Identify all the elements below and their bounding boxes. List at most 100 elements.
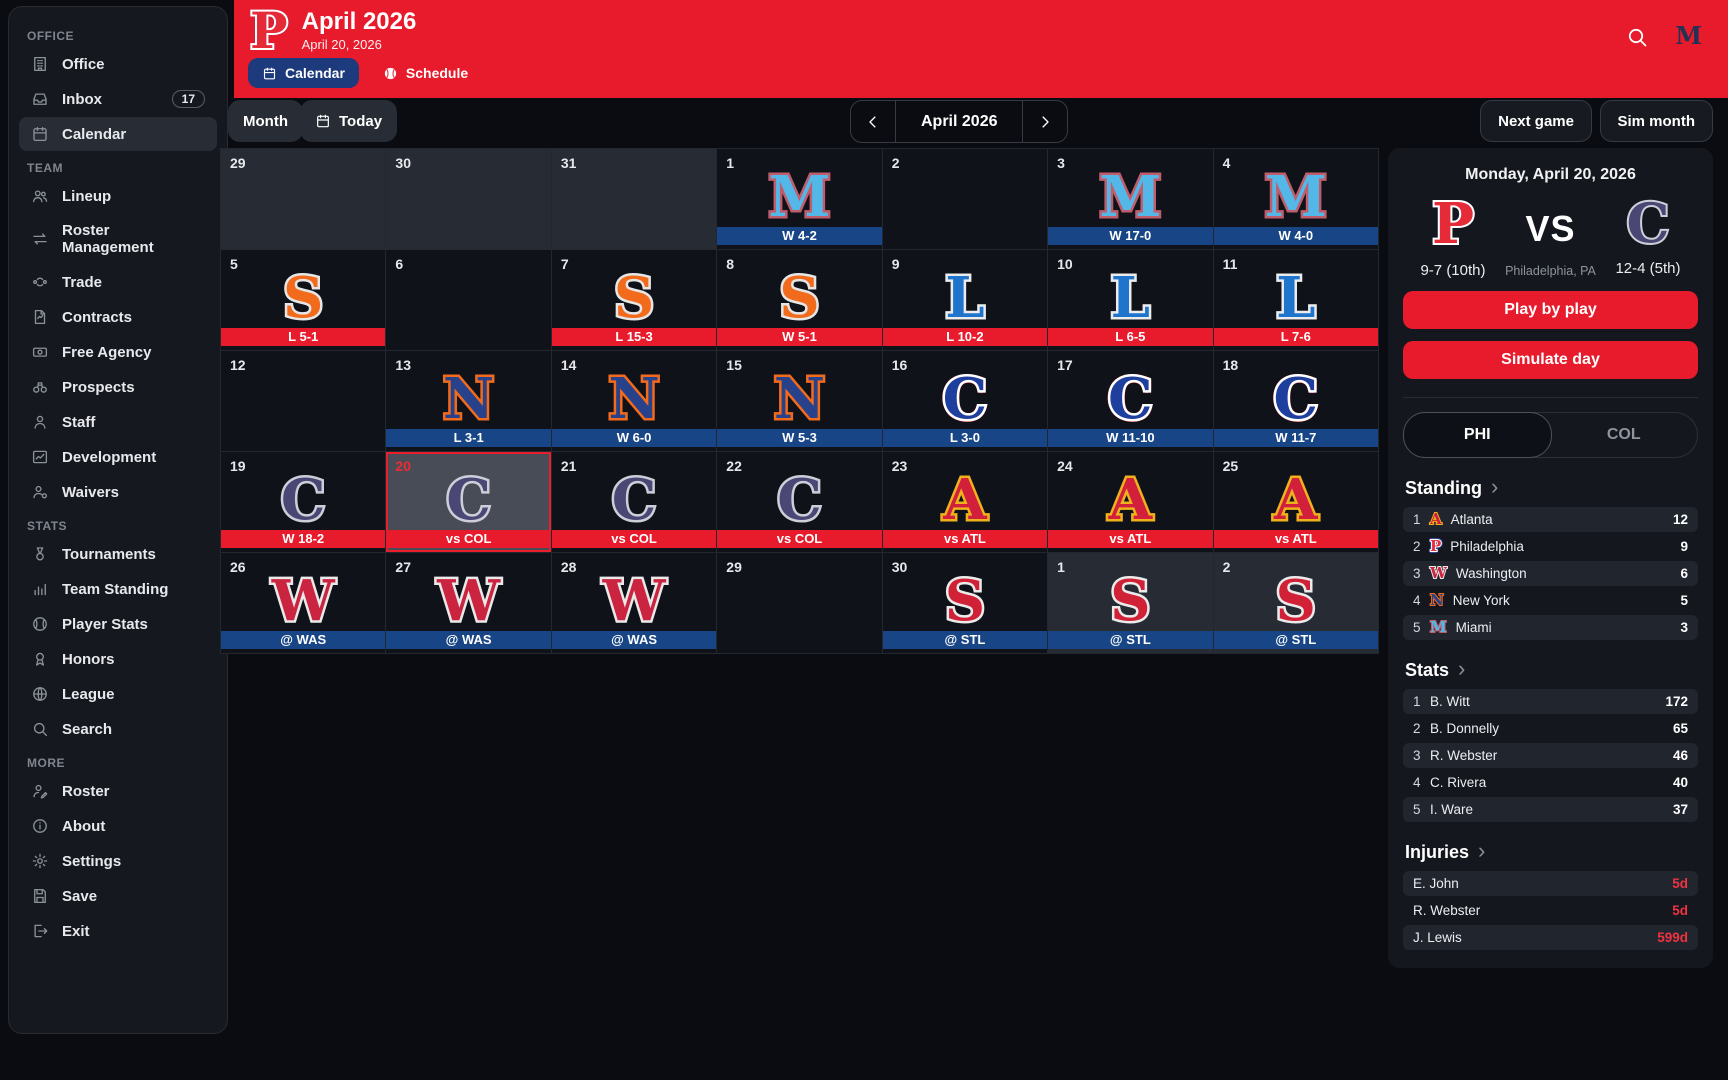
- stats-row[interactable]: 2 B. Donnelly 65: [1403, 716, 1698, 741]
- sidebar-item-settings[interactable]: Settings: [19, 844, 217, 878]
- calendar-day-17[interactable]: 17 C C W 11-10: [1048, 351, 1214, 452]
- sidebar-item-calendar[interactable]: Calendar: [19, 117, 217, 151]
- prev-month-button[interactable]: [851, 101, 896, 142]
- stats-row[interactable]: 3 R. Webster 46: [1403, 743, 1698, 768]
- today-button[interactable]: Today: [300, 100, 398, 142]
- injury-row[interactable]: R. Webster 5d: [1403, 898, 1698, 923]
- next-game-button[interactable]: Next game: [1480, 100, 1592, 142]
- sidebar-item-waivers[interactable]: Waivers: [19, 475, 217, 509]
- standing-row[interactable]: 4 N N New York 5: [1403, 588, 1698, 613]
- sidebar-item-contracts[interactable]: Contracts: [19, 300, 217, 334]
- injury-row[interactable]: J. Lewis 599d: [1403, 925, 1698, 950]
- sidebar-item-roster-management[interactable]: Roster Management: [19, 214, 217, 264]
- calendar-day-29[interactable]: 29: [221, 149, 387, 250]
- sidebar-item-tournaments[interactable]: Tournaments: [19, 537, 217, 571]
- calendar-day-29[interactable]: 29: [717, 553, 883, 654]
- info-icon: [31, 817, 49, 835]
- tab-col[interactable]: COL: [1606, 426, 1641, 443]
- standing-row[interactable]: 5 M M Miami 3: [1403, 615, 1698, 640]
- calendar-day-16[interactable]: 16 C C L 3-0: [882, 351, 1049, 452]
- standing-row[interactable]: 1 A A Atlanta 12: [1403, 507, 1698, 532]
- sidebar-item-inbox[interactable]: Inbox 17: [19, 82, 217, 116]
- stats-row[interactable]: 5 I. Ware 37: [1403, 797, 1698, 822]
- calendar-day-13[interactable]: 13 N N L 3-1: [386, 351, 552, 452]
- calendar-day-2[interactable]: 2: [882, 149, 1049, 250]
- stats-row[interactable]: 1 B. Witt 172: [1403, 689, 1698, 714]
- sidebar-item-office[interactable]: Office: [19, 47, 217, 81]
- sidebar-item-player-stats[interactable]: Player Stats: [19, 607, 217, 641]
- calendar-day-27[interactable]: 27 W W @ WAS: [386, 553, 552, 654]
- sidebar-item-exit[interactable]: Exit: [19, 914, 217, 948]
- sidebar-item-trade[interactable]: Trade: [19, 265, 217, 299]
- team-name: New York: [1452, 593, 1510, 608]
- calendar-day-2[interactable]: 2 S S @ STL: [1213, 553, 1379, 654]
- injuries-header[interactable]: Injuries ›: [1405, 840, 1696, 863]
- calendar-day-1[interactable]: 1 S S @ STL: [1048, 553, 1214, 654]
- sidebar-item-prospects[interactable]: Prospects: [19, 370, 217, 404]
- stats-row[interactable]: 4 C. Rivera 40: [1403, 770, 1698, 795]
- swap-arrows-icon: [31, 230, 49, 248]
- sidebar-item-roster[interactable]: Roster: [19, 774, 217, 808]
- stats-header[interactable]: Stats ›: [1405, 658, 1696, 681]
- calendar-day-26[interactable]: 26 W W @ WAS: [221, 553, 387, 654]
- game-result-bar: @ WAS: [386, 631, 551, 649]
- calendar-day-18[interactable]: 18 C C W 11-7: [1213, 351, 1379, 452]
- standing-row[interactable]: 2 P P Philadelphia 9: [1403, 534, 1698, 559]
- sidebar-item-league[interactable]: League: [19, 677, 217, 711]
- sidebar-item-team-standing[interactable]: Team Standing: [19, 572, 217, 606]
- section-label: MORE: [27, 756, 65, 770]
- injury-row[interactable]: E. John 5d: [1403, 871, 1698, 896]
- calendar-day-19[interactable]: 19 C C W 18-2: [221, 452, 387, 553]
- league-logo[interactable]: M: [1675, 24, 1702, 49]
- sidebar-item-lineup[interactable]: Lineup: [19, 179, 217, 213]
- calendar-day-11[interactable]: 11 L L L 7-6: [1213, 250, 1379, 351]
- calendar-day-14[interactable]: 14 N N W 6-0: [551, 351, 718, 452]
- home-record: 9-7 (10th): [1420, 262, 1486, 279]
- sidebar-item-search[interactable]: Search: [19, 712, 217, 746]
- next-month-button[interactable]: [1022, 101, 1067, 142]
- simulate-day-button[interactable]: Simulate day: [1403, 341, 1698, 379]
- sidebar-item-about[interactable]: About: [19, 809, 217, 843]
- calendar-day-15[interactable]: 15 N N W 5-3: [717, 351, 883, 452]
- calendar-day-30[interactable]: 30: [386, 149, 552, 250]
- calendar-day-28[interactable]: 28 W W @ WAS: [551, 553, 718, 654]
- tab-calendar[interactable]: Calendar: [248, 58, 359, 88]
- play-by-play-button[interactable]: Play by play: [1403, 291, 1698, 329]
- sim-month-button[interactable]: Sim month: [1599, 100, 1713, 142]
- sidebar-item-honors[interactable]: Honors: [19, 642, 217, 676]
- view-mode-button[interactable]: Month: [228, 100, 303, 142]
- sidebar-item-development[interactable]: Development: [19, 440, 217, 474]
- sidebar-item-staff[interactable]: Staff: [19, 405, 217, 439]
- search-icon[interactable]: [1625, 25, 1649, 49]
- standing-row[interactable]: 3 W W Washington 6: [1403, 561, 1698, 586]
- sidebar-item-free-agency[interactable]: Free Agency: [19, 335, 217, 369]
- calendar-day-30[interactable]: 30 S S @ STL: [882, 553, 1049, 654]
- standing-header[interactable]: Standing ›: [1405, 476, 1696, 499]
- tab-phi[interactable]: PHI: [1403, 412, 1552, 458]
- stat-value: 37: [1672, 802, 1688, 817]
- inbox-count-badge: 17: [171, 90, 205, 108]
- sidebar-item-save[interactable]: Save: [19, 879, 217, 913]
- tab-schedule[interactable]: Schedule: [369, 58, 482, 88]
- calendar-day-31[interactable]: 31: [551, 149, 718, 250]
- player-name: B. Donnelly: [1430, 721, 1500, 736]
- calendar-day-12[interactable]: 12: [221, 351, 387, 452]
- calendar-day-10[interactable]: 10 L L L 6-5: [1048, 250, 1214, 351]
- calendar-day-6[interactable]: 6: [386, 250, 552, 351]
